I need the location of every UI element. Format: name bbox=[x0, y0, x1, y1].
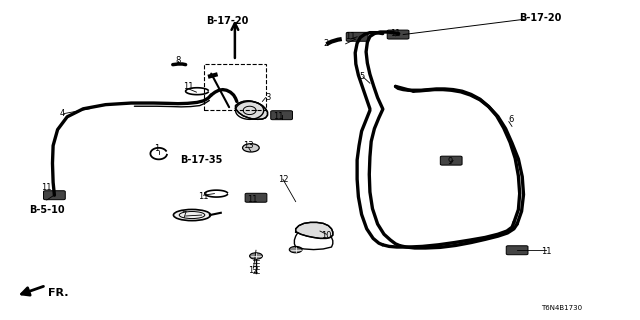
Text: 12: 12 bbox=[248, 266, 259, 275]
Text: 9: 9 bbox=[447, 157, 452, 166]
Text: T6N4B1730: T6N4B1730 bbox=[541, 305, 582, 311]
Circle shape bbox=[289, 246, 302, 253]
Text: 8: 8 bbox=[175, 56, 180, 65]
Text: 10: 10 bbox=[321, 231, 332, 240]
Text: 11: 11 bbox=[198, 192, 209, 201]
Text: 5: 5 bbox=[359, 72, 364, 81]
FancyBboxPatch shape bbox=[245, 193, 267, 202]
Text: 6: 6 bbox=[509, 116, 514, 124]
FancyBboxPatch shape bbox=[387, 30, 409, 39]
Text: B-17-35: B-17-35 bbox=[180, 155, 223, 165]
Text: B-17-20: B-17-20 bbox=[206, 16, 248, 26]
Text: 3: 3 bbox=[266, 93, 271, 102]
Circle shape bbox=[250, 253, 262, 259]
Text: B-17-20: B-17-20 bbox=[520, 12, 562, 23]
Text: 4: 4 bbox=[60, 109, 65, 118]
Text: 12: 12 bbox=[278, 175, 288, 184]
Polygon shape bbox=[236, 101, 268, 119]
FancyBboxPatch shape bbox=[346, 32, 368, 41]
Polygon shape bbox=[296, 222, 333, 238]
Text: 11: 11 bbox=[248, 196, 258, 204]
Text: 11: 11 bbox=[42, 183, 52, 192]
FancyBboxPatch shape bbox=[271, 111, 292, 120]
FancyBboxPatch shape bbox=[440, 156, 462, 165]
Text: 11: 11 bbox=[184, 82, 194, 91]
Text: 13: 13 bbox=[243, 141, 253, 150]
Bar bbox=[204, 64, 266, 110]
FancyBboxPatch shape bbox=[44, 191, 65, 200]
Text: B-5-10: B-5-10 bbox=[29, 204, 65, 215]
Text: FR.: FR. bbox=[48, 288, 68, 298]
Text: 2: 2 bbox=[324, 39, 329, 48]
Circle shape bbox=[243, 144, 259, 152]
FancyBboxPatch shape bbox=[506, 246, 528, 255]
Text: 11: 11 bbox=[390, 29, 401, 38]
Ellipse shape bbox=[173, 209, 211, 221]
Text: 11: 11 bbox=[541, 247, 551, 256]
Text: 1: 1 bbox=[154, 144, 159, 153]
Text: 11: 11 bbox=[273, 112, 284, 121]
Text: 7: 7 bbox=[182, 212, 187, 220]
Text: 11: 11 bbox=[346, 32, 356, 41]
